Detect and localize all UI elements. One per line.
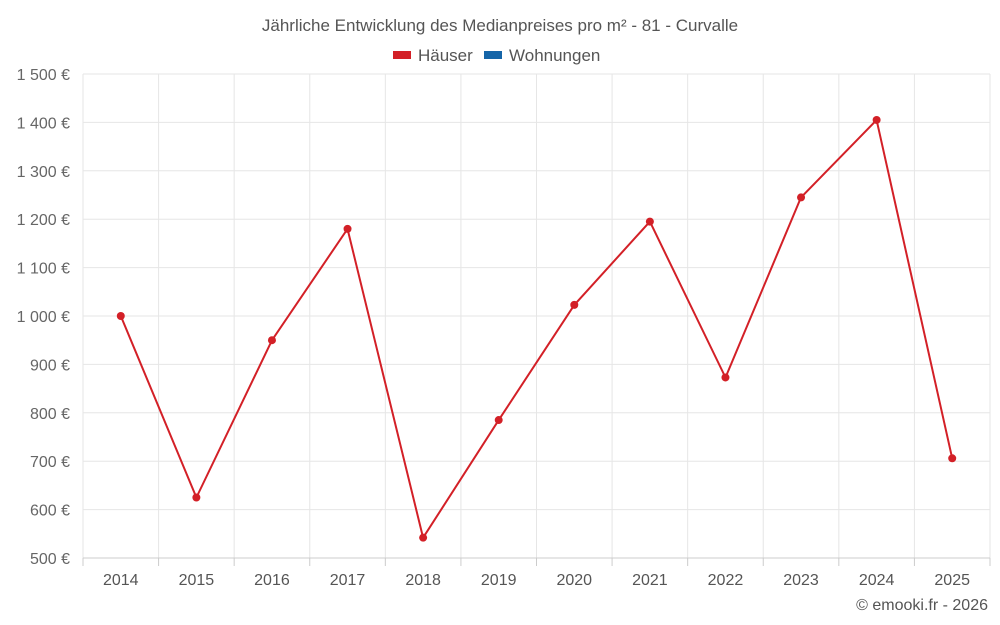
x-tick-label: 2025 bbox=[934, 572, 970, 589]
chart-title: Jährliche Entwicklung des Medianpreises … bbox=[262, 16, 738, 35]
x-tick-label: 2018 bbox=[405, 572, 441, 589]
data-point-2019[interactable] bbox=[494, 416, 503, 425]
x-tick-label: 2021 bbox=[632, 572, 668, 589]
data-point-2021[interactable] bbox=[645, 217, 654, 226]
x-tick-label: 2023 bbox=[783, 572, 819, 589]
data-point-2023[interactable] bbox=[797, 193, 806, 202]
y-tick-label: 900 € bbox=[30, 357, 70, 374]
x-tick-label: 2014 bbox=[103, 572, 139, 589]
grid bbox=[82, 73, 991, 558]
y-tick-label: 600 € bbox=[30, 503, 70, 520]
y-tick-label: 1 100 € bbox=[17, 261, 70, 278]
series-haeuser bbox=[116, 115, 957, 542]
y-tick-label: 1 400 € bbox=[17, 115, 70, 132]
data-point-2014[interactable] bbox=[116, 312, 125, 320]
data-point-2017[interactable] bbox=[343, 224, 352, 233]
series-line-0 bbox=[119, 119, 954, 539]
x-tick-label: 2017 bbox=[330, 572, 366, 589]
x-tick-label: 2024 bbox=[859, 572, 895, 589]
data-point-2016[interactable] bbox=[267, 336, 276, 345]
x-tick-label: 2022 bbox=[708, 572, 744, 589]
x-axis: 2014 2015 2016 2017 2018 2019 2020 2021 2022 2023… bbox=[82, 557, 991, 589]
x-tick-label: 2019 bbox=[481, 572, 517, 589]
y-tick-label: 700 € bbox=[30, 454, 70, 471]
credit-text: © emooki.fr - 2026 bbox=[856, 597, 988, 614]
y-tick-label: 1 000 € bbox=[17, 309, 70, 326]
legend: Häuser Wohnungen bbox=[393, 46, 600, 65]
x-tick-label: 2015 bbox=[179, 572, 215, 589]
y-tick-label: 500 € bbox=[30, 551, 70, 568]
data-point-2015[interactable] bbox=[192, 493, 201, 502]
legend-swatch-wohnungen bbox=[484, 51, 502, 59]
y-tick-label: 1 500 € bbox=[17, 67, 70, 84]
legend-label-wohnungen: Wohnungen bbox=[509, 46, 600, 65]
x-tick-label: 2020 bbox=[556, 572, 592, 589]
data-point-2024[interactable] bbox=[872, 115, 881, 124]
x-tick-label: 2016 bbox=[254, 572, 290, 589]
y-tick-label: 800 € bbox=[30, 406, 70, 423]
legend-swatch-haeuser bbox=[393, 51, 411, 59]
y-tick-label: 1 200 € bbox=[17, 212, 70, 229]
legend-label-haeuser: Häuser bbox=[418, 46, 473, 65]
legend-item-haeuser[interactable]: Häuser bbox=[393, 46, 473, 65]
y-axis: 500 € 600 € 700 € 800 € 900 € 1 000 € 1 100 € 1… bbox=[17, 67, 70, 568]
data-point-2022[interactable] bbox=[721, 373, 730, 382]
y-tick-label: 1 300 € bbox=[17, 164, 70, 181]
data-point-2018[interactable] bbox=[419, 533, 428, 542]
data-point-2020[interactable] bbox=[570, 300, 579, 309]
legend-item-wohnungen[interactable]: Wohnungen bbox=[484, 46, 600, 65]
data-point-2025[interactable] bbox=[948, 454, 957, 463]
